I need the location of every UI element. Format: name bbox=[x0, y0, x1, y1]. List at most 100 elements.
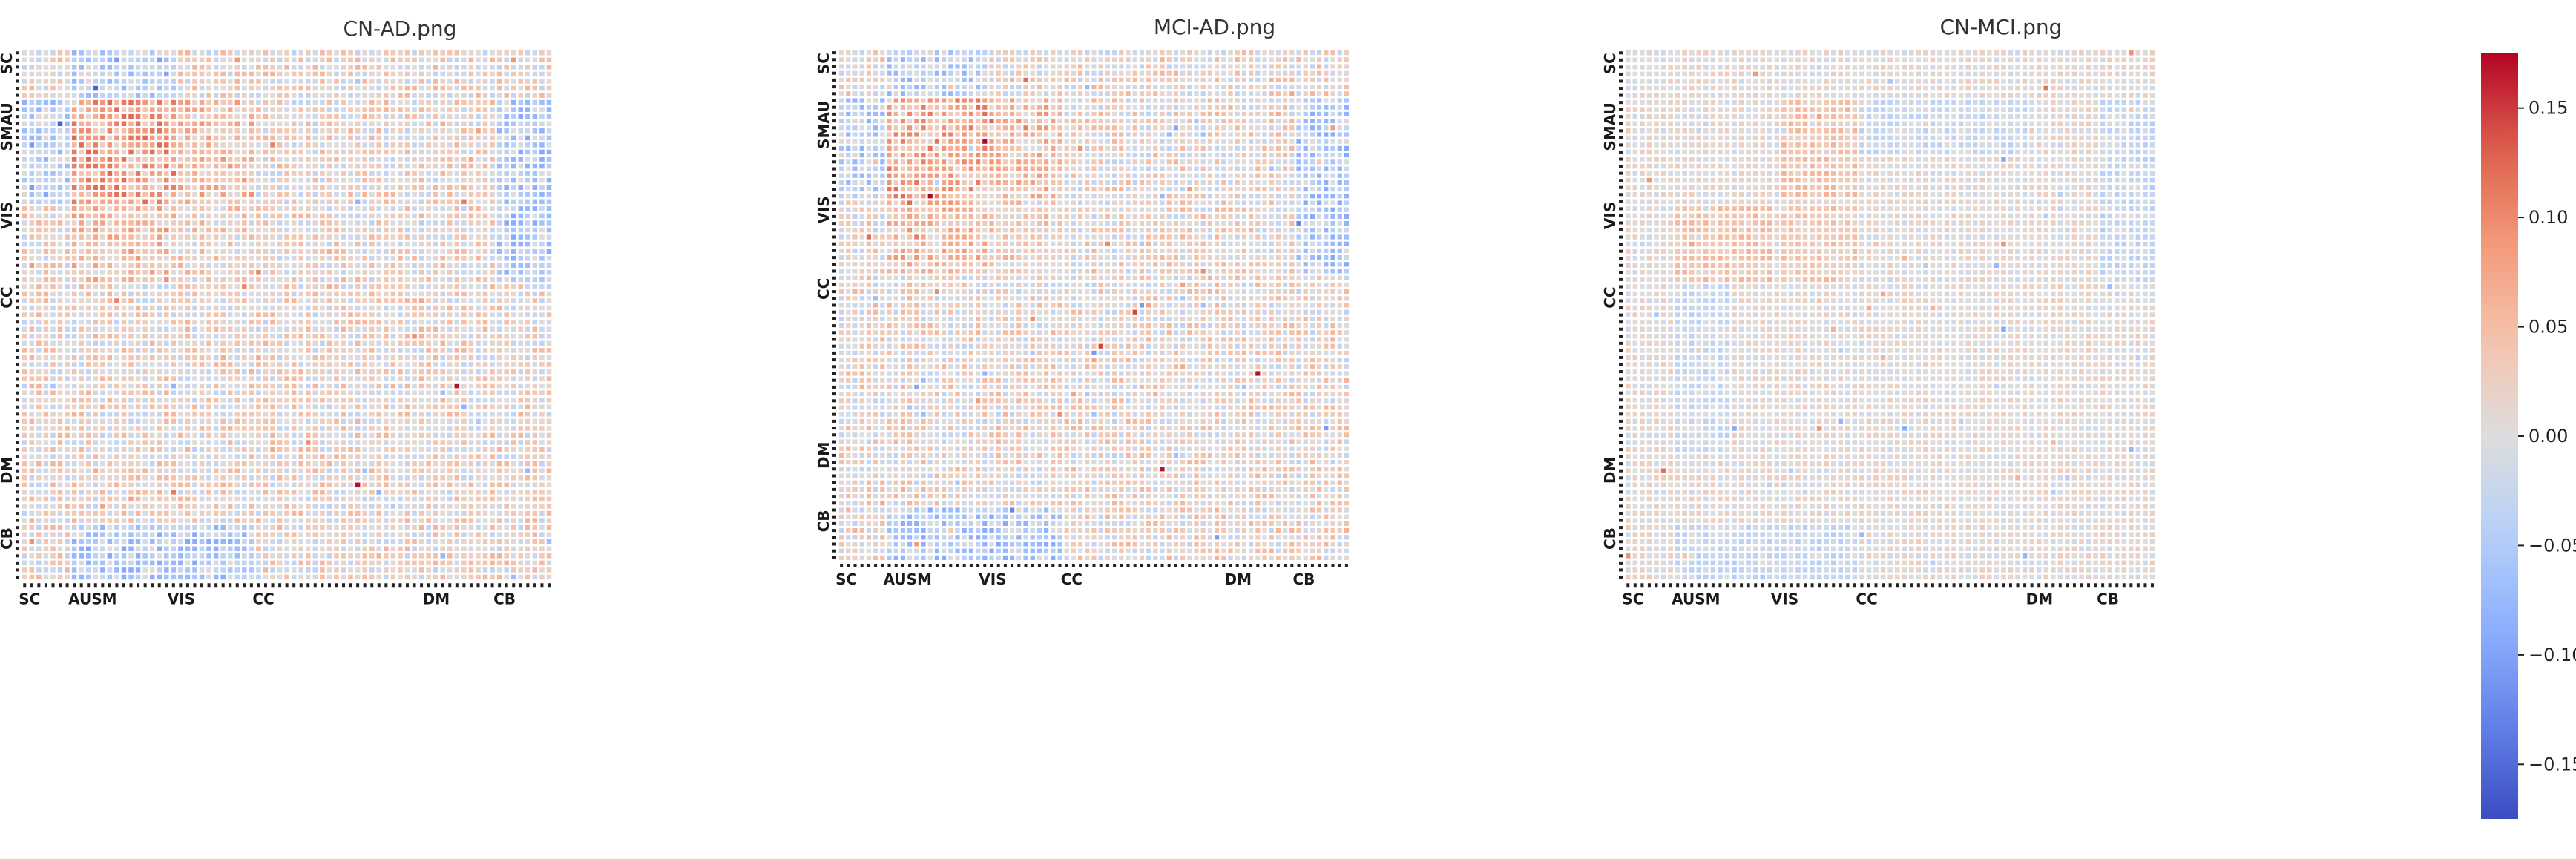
heatmap-cell bbox=[71, 99, 77, 105]
heatmap-cell bbox=[312, 50, 318, 56]
heatmap-cell bbox=[539, 475, 545, 481]
heatmap-cell bbox=[440, 454, 445, 459]
heatmap-cell bbox=[539, 305, 545, 311]
heatmap-cell bbox=[306, 57, 311, 63]
heatmap-cell bbox=[43, 369, 49, 375]
heatmap-cell bbox=[100, 362, 105, 367]
heatmap-cell bbox=[149, 312, 155, 317]
heatmap-cell bbox=[220, 404, 226, 410]
heatmap-cell bbox=[298, 383, 303, 389]
heatmap-cell bbox=[93, 71, 99, 77]
heatmap-cell bbox=[510, 93, 516, 98]
heatmap-cell bbox=[468, 298, 474, 303]
heatmap-cell bbox=[29, 468, 35, 473]
heatmap-cell bbox=[426, 79, 431, 84]
heatmap-cell bbox=[291, 326, 297, 332]
heatmap-cell bbox=[376, 113, 382, 119]
heatmap-cell bbox=[284, 263, 289, 269]
heatmap-cell bbox=[242, 348, 247, 353]
heatmap-cell bbox=[22, 412, 27, 417]
heatmap-cell bbox=[256, 227, 261, 233]
heatmap-cell bbox=[121, 490, 127, 495]
heatmap-cell bbox=[468, 461, 474, 467]
heatmap-cell bbox=[433, 85, 438, 91]
heatmap-cell bbox=[71, 312, 77, 317]
heatmap-cell bbox=[369, 113, 375, 119]
heatmap-cell bbox=[476, 192, 481, 197]
heatmap-cell bbox=[199, 199, 205, 205]
heatmap-cell bbox=[65, 397, 70, 403]
heatmap-cell bbox=[128, 305, 134, 311]
heatmap-cell bbox=[306, 348, 311, 353]
heatmap-cell bbox=[348, 135, 353, 141]
heatmap-cell bbox=[341, 135, 346, 141]
heatmap-cell bbox=[121, 504, 127, 509]
heatmap-cell bbox=[100, 432, 105, 438]
heatmap-cell bbox=[461, 107, 467, 112]
heatmap-cell bbox=[270, 454, 275, 459]
heatmap-cell bbox=[482, 270, 488, 275]
heatmap-cell bbox=[546, 312, 552, 317]
heatmap-cell bbox=[433, 397, 438, 403]
heatmap-cell bbox=[341, 192, 346, 197]
heatmap-cell bbox=[85, 291, 91, 297]
heatmap-cell bbox=[227, 362, 233, 367]
heatmap-cell bbox=[220, 305, 226, 311]
heatmap-cell bbox=[85, 107, 91, 112]
heatmap-cell bbox=[220, 432, 226, 438]
heatmap-cell bbox=[65, 298, 70, 303]
heatmap-cell bbox=[398, 404, 403, 410]
heatmap-cell bbox=[384, 135, 389, 141]
heatmap-cell bbox=[510, 348, 516, 353]
heatmap-cell bbox=[277, 496, 283, 502]
heatmap-cell bbox=[468, 192, 474, 197]
heatmap-cell bbox=[65, 355, 70, 361]
heatmap-cell bbox=[320, 390, 325, 395]
heatmap-cell bbox=[29, 128, 35, 134]
heatmap-cell bbox=[22, 177, 27, 183]
heatmap-cell bbox=[369, 128, 375, 134]
heatmap-cell bbox=[334, 85, 339, 91]
heatmap-cell bbox=[348, 157, 353, 162]
heatmap-cell bbox=[348, 121, 353, 127]
heatmap-cell bbox=[270, 177, 275, 183]
heatmap-cell bbox=[532, 157, 538, 162]
heatmap-cell bbox=[29, 426, 35, 431]
heatmap-cell bbox=[249, 510, 254, 516]
heatmap-cell bbox=[65, 440, 70, 445]
heatmap-cell bbox=[171, 213, 177, 219]
heatmap-cell bbox=[277, 185, 283, 190]
heatmap-cell bbox=[320, 99, 325, 105]
heatmap-cell bbox=[36, 454, 42, 459]
heatmap-cell bbox=[57, 79, 63, 84]
heatmap-cell bbox=[476, 163, 481, 169]
heatmap-cell bbox=[482, 475, 488, 481]
heatmap-cell bbox=[398, 412, 403, 417]
heatmap-cell bbox=[213, 298, 219, 303]
heatmap-cell bbox=[142, 71, 148, 77]
heatmap-cell bbox=[418, 475, 424, 481]
heatmap-cell bbox=[326, 510, 332, 516]
heatmap-cell bbox=[100, 355, 105, 361]
heatmap-cell bbox=[171, 71, 177, 77]
heatmap-cell bbox=[142, 383, 148, 389]
heatmap-cell bbox=[36, 426, 42, 431]
heatmap-cell bbox=[482, 432, 488, 438]
heatmap-cell bbox=[490, 171, 495, 176]
heatmap-cell bbox=[390, 312, 396, 317]
heatmap-cell bbox=[426, 504, 431, 509]
heatmap-cell bbox=[440, 440, 445, 445]
heatmap-cell bbox=[206, 390, 211, 395]
heatmap-cell bbox=[369, 412, 375, 417]
heatmap-cell bbox=[362, 383, 367, 389]
heatmap-cell bbox=[496, 57, 502, 63]
heatmap-cell bbox=[85, 249, 91, 254]
heatmap-cell bbox=[22, 362, 27, 367]
heatmap-cell bbox=[539, 369, 545, 375]
heatmap-cell bbox=[85, 99, 91, 105]
heatmap-cell bbox=[142, 234, 148, 240]
heatmap-cell bbox=[199, 71, 205, 77]
heatmap-cell bbox=[291, 348, 297, 353]
heatmap-cell bbox=[532, 305, 538, 311]
heatmap-cell bbox=[157, 362, 162, 367]
